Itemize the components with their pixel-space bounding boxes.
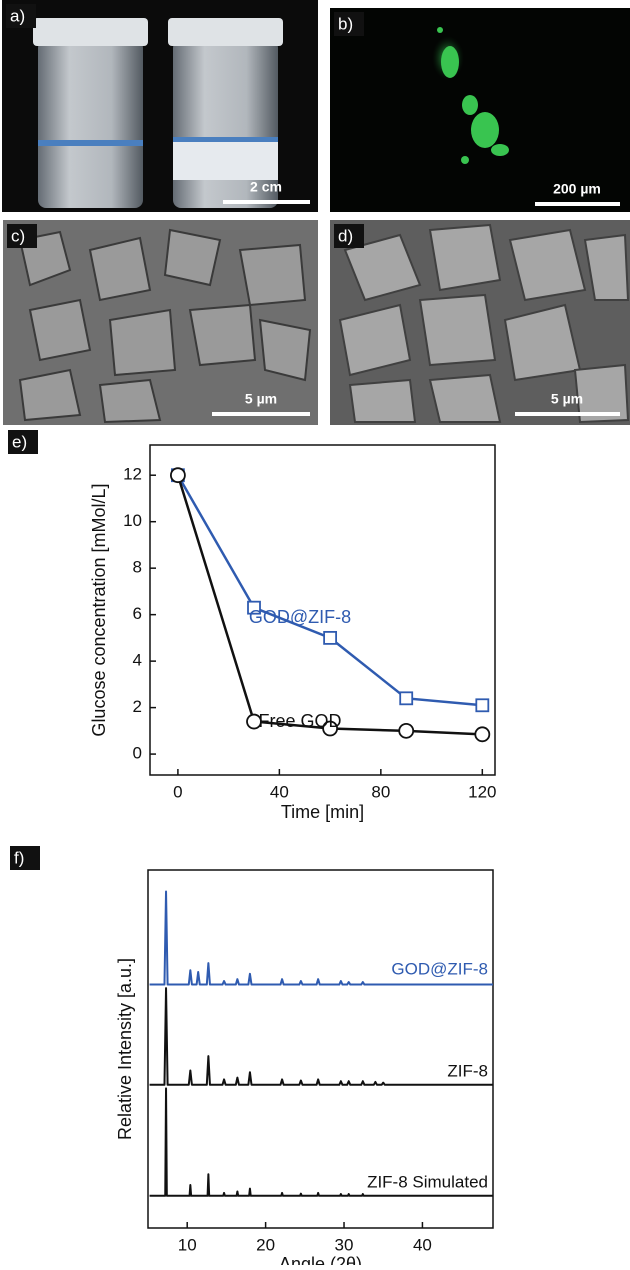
y-axis-label: Relative Intensity [a.u.] <box>115 958 135 1140</box>
x-tick-label: 120 <box>468 782 496 801</box>
panel-label: e) <box>12 432 27 451</box>
square-marker <box>324 632 336 644</box>
panel-label: a) <box>10 6 25 25</box>
diffraction-pattern <box>150 988 493 1085</box>
scale-bar-label: 2 cm <box>250 179 282 195</box>
circle-marker <box>475 727 489 741</box>
y-tick-label: 12 <box>123 465 142 484</box>
y-axis-label: Glucose concentration [mMol/L] <box>89 483 109 736</box>
series-line <box>178 475 482 734</box>
square-marker <box>400 692 412 704</box>
series-label: ZIF-8 <box>447 1061 488 1080</box>
panel-label: f) <box>14 848 24 867</box>
series-label: Free GOD <box>258 711 341 731</box>
x-tick-label: 40 <box>413 1235 432 1254</box>
y-tick-label: 2 <box>133 697 142 716</box>
y-tick-label: 10 <box>123 511 142 530</box>
y-tick-label: 6 <box>133 604 142 623</box>
circle-marker <box>399 724 413 738</box>
series-label: GOD@ZIF-8 <box>391 959 488 978</box>
y-tick-label: 0 <box>133 744 142 763</box>
x-axis-label: Angle (2θ) <box>279 1254 362 1265</box>
x-axis-label: Time [min] <box>281 802 364 822</box>
x-tick-label: 40 <box>270 782 289 801</box>
figure: a)2 cmb)200 µmc)5 µmd)5 µme)f)0246810120… <box>0 0 630 1265</box>
scale-bar-label: 5 µm <box>245 391 277 407</box>
square-marker <box>476 699 488 711</box>
y-tick-label: 8 <box>133 558 142 577</box>
x-tick-label: 10 <box>178 1235 197 1254</box>
x-tick-label: 20 <box>256 1235 275 1254</box>
x-tick-label: 0 <box>173 782 182 801</box>
series-line <box>178 475 482 705</box>
series-label: ZIF-8 Simulated <box>367 1172 488 1191</box>
scale-bar-label: 5 µm <box>551 391 583 407</box>
series-label: GOD@ZIF-8 <box>249 607 351 627</box>
scale-bar-label: 200 µm <box>553 181 601 197</box>
page: {"panels": [ {"label": "a)", "scale_bar"… <box>0 0 630 1270</box>
x-tick-label: 30 <box>335 1235 354 1254</box>
vial <box>33 18 148 208</box>
panel-label: b) <box>338 14 353 33</box>
y-tick-label: 4 <box>133 651 142 670</box>
circle-marker <box>171 468 185 482</box>
panel-label: c) <box>11 226 25 245</box>
x-tick-label: 80 <box>371 782 390 801</box>
panel-label: d) <box>338 226 353 245</box>
